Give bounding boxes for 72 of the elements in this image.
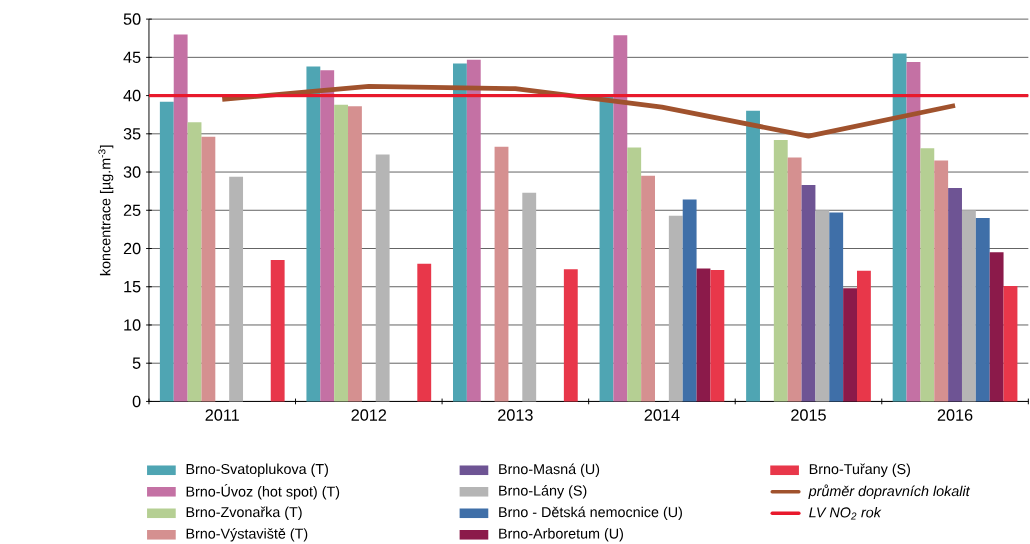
bar xyxy=(229,176,244,402)
bar xyxy=(801,185,816,402)
x-tick-label: 2015 xyxy=(791,409,826,421)
x-tick-label: 2012 xyxy=(351,409,387,421)
y-tick-label: 50 xyxy=(123,13,141,25)
bar xyxy=(453,63,467,402)
bar xyxy=(906,62,921,402)
bar xyxy=(187,122,202,402)
bar xyxy=(934,160,949,402)
bar xyxy=(746,110,760,402)
bar xyxy=(975,217,990,402)
bar xyxy=(1003,286,1018,402)
y-tick-label: 35 xyxy=(123,128,141,140)
bar xyxy=(815,210,830,402)
legend-label: Brno-Tuřany (S) xyxy=(809,463,911,478)
legend-label: Brno-Úvoz (hot spot) (T) xyxy=(186,484,340,500)
bar xyxy=(613,35,628,402)
y-tick-label: 30 xyxy=(123,166,141,178)
bar xyxy=(989,252,1004,402)
legend-label: Brno-Lány (S) xyxy=(499,485,587,499)
bar xyxy=(173,34,188,402)
bar xyxy=(829,212,844,402)
y-axis-title: koncentrace [µg.m$^{-3}$] xyxy=(98,145,114,276)
y-tick-label: 25 xyxy=(123,204,141,217)
bar xyxy=(857,270,871,402)
legend-label: Brno-Masná (U) xyxy=(499,463,600,478)
bar xyxy=(627,147,642,402)
bar xyxy=(599,94,614,402)
bar xyxy=(787,157,802,402)
y-tick-label: 5 xyxy=(132,357,141,369)
y-tick-label: 10 xyxy=(124,319,141,331)
bar xyxy=(375,154,390,402)
bar xyxy=(641,175,655,402)
bar xyxy=(563,269,578,402)
bar xyxy=(348,106,362,402)
bar xyxy=(710,269,725,402)
legend-label: Brno-Arboretum (U) xyxy=(499,528,623,542)
bar xyxy=(920,148,935,402)
x-tick-label: 2013 xyxy=(498,409,533,421)
legend-label: Brno - Dětská nemocnice (U) xyxy=(499,506,682,521)
x-tick-label: 2014 xyxy=(644,409,680,421)
x-tick-label: 2016 xyxy=(937,409,973,421)
bar xyxy=(306,66,321,402)
legend-label: Brno-Svatoplukova (T) xyxy=(186,463,328,477)
bar xyxy=(668,215,683,402)
bar xyxy=(961,210,976,402)
legend-label: Brno-Výstaviště (T) xyxy=(186,528,308,542)
bar xyxy=(682,199,697,402)
bar xyxy=(201,136,216,402)
bar xyxy=(494,146,509,402)
y-tick-label: 15 xyxy=(124,281,141,293)
y-tick-label: 40 xyxy=(123,89,141,102)
bar xyxy=(159,101,174,402)
bar xyxy=(270,260,285,402)
bar xyxy=(320,70,335,402)
bar xyxy=(696,268,711,402)
x-tick-label: 2011 xyxy=(205,409,239,421)
y-tick-label: 20 xyxy=(123,242,141,255)
bar xyxy=(522,192,537,402)
legend-label: průměr dopravních lokalit xyxy=(808,484,971,500)
bar xyxy=(843,288,857,402)
legend-label: LV NO$_{2}$ rok xyxy=(809,507,882,520)
legend-label: Brno-Zvonařka (T) xyxy=(186,506,302,521)
bar xyxy=(773,139,788,402)
bar xyxy=(466,59,481,402)
bar xyxy=(334,104,349,402)
y-tick-label: 45 xyxy=(123,51,141,64)
bar xyxy=(948,188,962,402)
bar xyxy=(417,263,432,402)
line-series xyxy=(219,84,958,139)
bar xyxy=(892,53,907,402)
y-tick-label: 0 xyxy=(132,395,141,408)
